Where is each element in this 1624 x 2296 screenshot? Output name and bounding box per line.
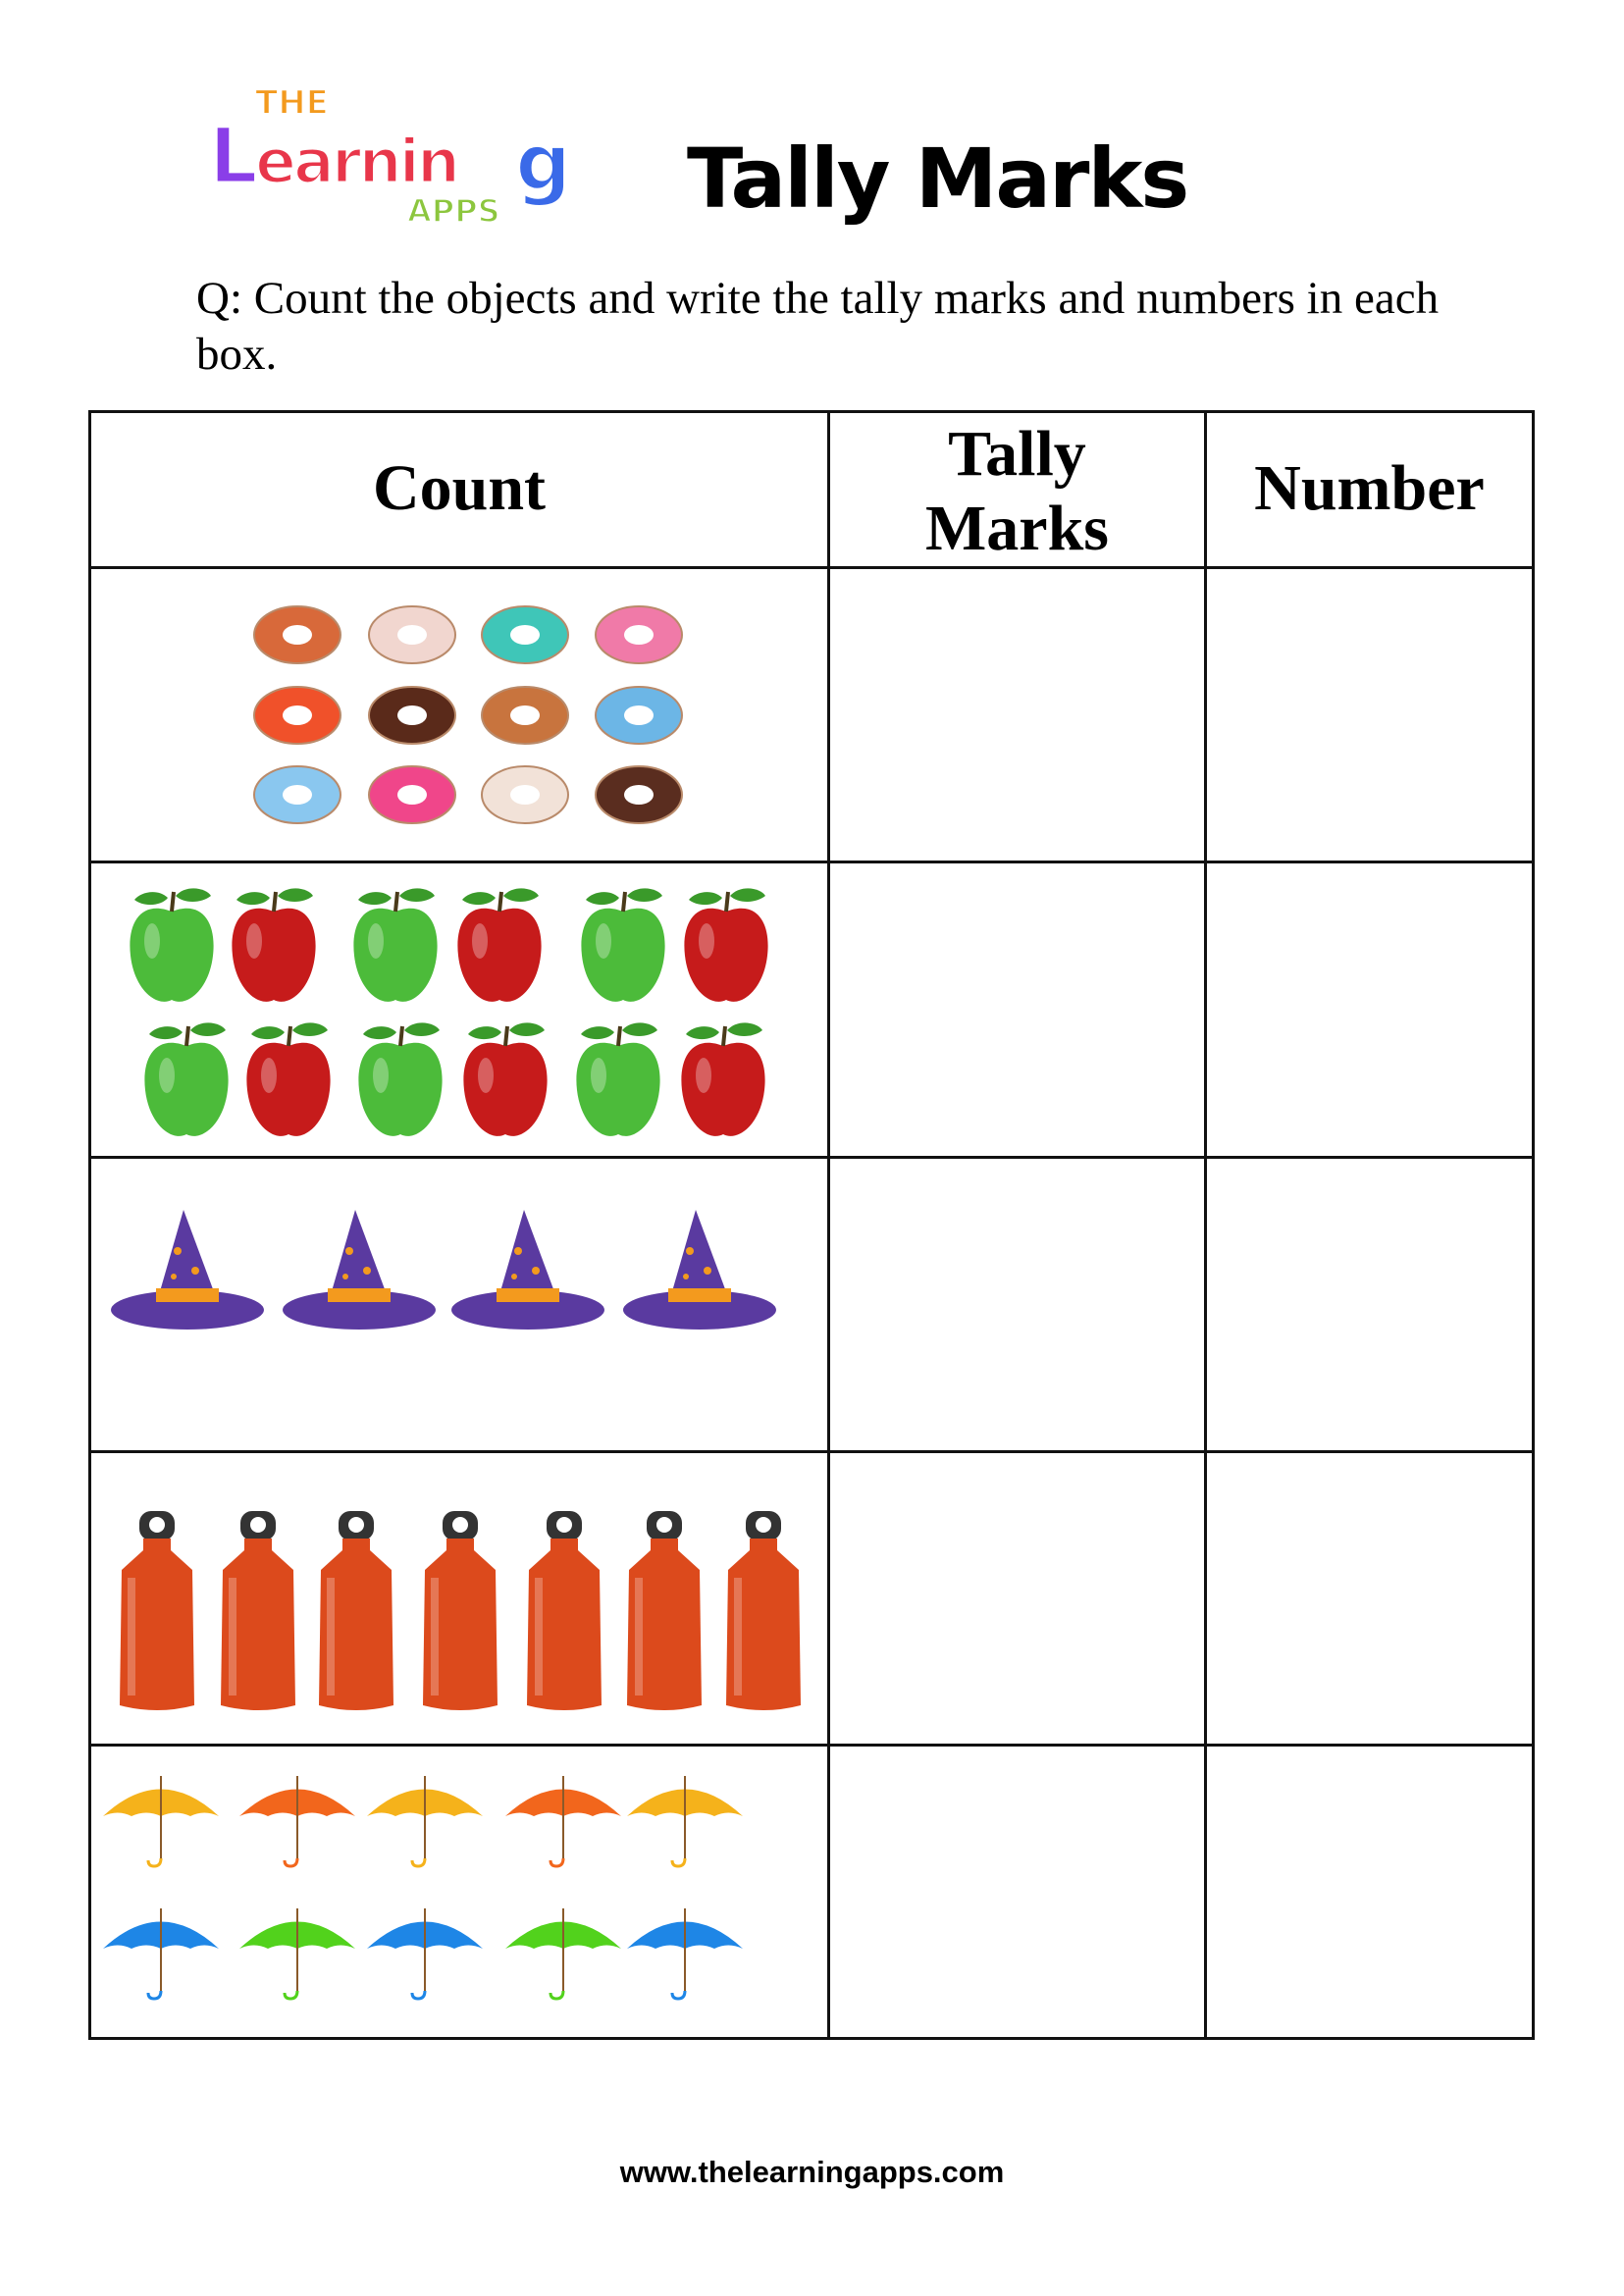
the-learning-apps-logo: THE L earnin g APPS (201, 77, 584, 234)
svg-text:earnin: earnin (255, 126, 457, 197)
footer-website: www.thelearningapps.com (619, 2155, 1005, 2189)
umbrella-icon (625, 1772, 745, 1870)
number-answer-box-4[interactable] (1207, 1453, 1532, 1744)
donut-icon (367, 604, 457, 665)
wizard-hat-icon (281, 1202, 438, 1334)
apple-icon (456, 1017, 554, 1144)
donut-icon (367, 685, 457, 746)
tally-answer-box-5[interactable] (830, 1747, 1204, 2037)
header-tally-line2: Marks (925, 493, 1109, 564)
header-number: Number (1254, 452, 1485, 524)
donut-icon (252, 764, 342, 825)
number-answer-box-5[interactable] (1207, 1747, 1532, 2037)
apple-icon (351, 1017, 449, 1144)
table-border-right (1532, 410, 1535, 2040)
table-header-divider (88, 566, 1535, 569)
table-border-left (88, 410, 91, 2040)
donut-icon (252, 604, 342, 665)
column-divider (1204, 410, 1207, 2040)
donut-icon (480, 604, 570, 665)
apple-icon (123, 882, 221, 1010)
umbrella-icon (101, 1905, 221, 2003)
umbrella-icon (503, 1772, 623, 1870)
umbrella-icon (503, 1905, 623, 2003)
donut-icon (480, 764, 570, 825)
donut-icon (252, 685, 342, 746)
umbrella-icon (365, 1905, 485, 2003)
number-answer-box-2[interactable] (1207, 863, 1532, 1156)
apple-icon (137, 1017, 236, 1144)
header-count: Count (372, 452, 547, 524)
svg-text:APPS: APPS (407, 192, 500, 230)
row-divider (88, 1450, 1535, 1453)
water-bottle-icon (313, 1509, 399, 1715)
water-bottle-icon (720, 1509, 807, 1715)
tally-answer-box-4[interactable] (830, 1453, 1204, 1744)
svg-text:THE: THE (255, 83, 329, 123)
water-bottle-icon (417, 1509, 503, 1715)
number-answer-box-1[interactable] (1207, 569, 1532, 861)
column-divider (827, 410, 830, 2040)
water-bottle-icon (521, 1509, 607, 1715)
water-bottle-icon (114, 1509, 200, 1715)
umbrella-icon (237, 1772, 357, 1870)
number-answer-box-3[interactable] (1207, 1159, 1532, 1450)
apple-icon (225, 882, 323, 1010)
wizard-hat-icon (449, 1202, 606, 1334)
donut-icon (594, 685, 684, 746)
donut-icon (594, 764, 684, 825)
apple-icon (569, 1017, 667, 1144)
donut-icon (367, 764, 457, 825)
water-bottle-icon (215, 1509, 301, 1715)
header-tally-line1: Tally (948, 418, 1086, 490)
water-bottle-icon (621, 1509, 707, 1715)
apple-icon (239, 1017, 338, 1144)
umbrella-icon (625, 1905, 745, 2003)
umbrella-icon (365, 1772, 485, 1870)
apple-icon (346, 882, 445, 1010)
donut-icon (480, 685, 570, 746)
apple-icon (674, 1017, 772, 1144)
apple-icon (574, 882, 672, 1010)
wizard-hat-icon (621, 1202, 778, 1334)
wizard-hat-icon (109, 1202, 266, 1334)
row-divider (88, 1744, 1535, 1747)
table-border-bottom (88, 2037, 1535, 2040)
tally-answer-box-2[interactable] (830, 863, 1204, 1156)
tally-answer-box-1[interactable] (830, 569, 1204, 861)
apple-icon (677, 882, 775, 1010)
row-divider (88, 861, 1535, 863)
tally-answer-box-3[interactable] (830, 1159, 1204, 1450)
page-title: Tally Marks (687, 130, 1189, 227)
umbrella-icon (101, 1772, 221, 1870)
header-tally-marks: Tally Marks (830, 417, 1204, 566)
table-border-top (88, 410, 1535, 413)
umbrella-icon (237, 1905, 357, 2003)
donut-icon (594, 604, 684, 665)
svg-text:L: L (209, 113, 256, 201)
apple-icon (450, 882, 549, 1010)
svg-text:g: g (515, 117, 571, 208)
question-text: Q: Count the objects and write the tally… (196, 273, 1440, 380)
row-divider (88, 1156, 1535, 1159)
